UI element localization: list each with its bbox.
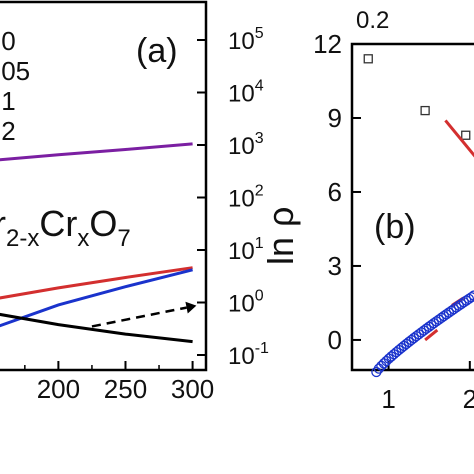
panel-a-label: (a) — [136, 32, 178, 70]
legend-entry: .2 — [0, 116, 16, 146]
compound-prefix: r — [0, 203, 6, 244]
compound-mid: Cr — [39, 203, 77, 244]
dashed-arrow-annotation — [91, 301, 197, 328]
panel-a-x-axis: 200 250 300 — [24, 361, 214, 404]
series-line-4 — [0, 312, 193, 344]
panel-b-top-tick: 0.2 — [356, 7, 389, 34]
y-tick-label: 0 — [328, 325, 342, 355]
x-tick-label: 250 — [104, 374, 147, 404]
series-line-1 — [0, 142, 193, 162]
x-tick-label: 1 — [381, 384, 395, 414]
series-line-2 — [0, 266, 193, 300]
panel-a-right-axis: 10-1 100 101 102 103 104 105 — [197, 25, 269, 370]
legend-entry: .05 — [0, 56, 30, 86]
series-line-3 — [0, 268, 193, 328]
red-fit-lower — [424, 328, 439, 342]
panel-b-y-axis: 0 3 6 9 12 — [313, 29, 361, 355]
panel-b-frame — [350, 42, 474, 372]
open-square-point — [420, 105, 430, 116]
arrow-shaft — [91, 306, 187, 328]
panel-a-series — [0, 142, 193, 344]
arrow-head — [185, 301, 197, 314]
legend-entry: .0 — [0, 26, 16, 56]
y-tick-label: 6 — [328, 177, 342, 207]
y-tick-label: 12 — [313, 29, 342, 59]
compound-mid2: O — [89, 203, 117, 244]
compound-label: r2-xCrxO7 — [0, 203, 131, 252]
x-tick-label: 2 — [463, 384, 474, 414]
compound-sub3: 7 — [117, 225, 130, 252]
y-tick-label: 9 — [328, 103, 342, 133]
right-tick-label: 101 — [228, 235, 264, 265]
y-tick-label: 3 — [328, 251, 342, 281]
right-tick-label: 103 — [228, 130, 264, 160]
right-tick-label: 100 — [228, 288, 264, 318]
blue-circle-point — [466, 292, 474, 303]
blue-circle-point — [371, 366, 382, 378]
compound-sub1: 2-x — [6, 225, 39, 252]
panel-b-marks — [363, 54, 474, 378]
x-tick-label: 200 — [37, 374, 80, 404]
red-fit-upper — [444, 119, 474, 158]
right-tick-label: 102 — [228, 183, 264, 213]
x-tick-label: 300 — [171, 374, 214, 404]
right-tick-label: 104 — [228, 78, 264, 108]
legend-entry: .1 — [0, 86, 16, 116]
panel-a-legend: .0.05.1.2 — [0, 26, 30, 146]
open-square-point — [363, 54, 373, 64]
open-square-point — [461, 130, 471, 140]
right-tick-label: 10-1 — [228, 340, 269, 370]
panel-b-label: (b) — [374, 208, 416, 246]
right-tick-label: 105 — [228, 25, 264, 55]
panel-b-y-label: ln ρ — [260, 207, 301, 266]
panel-a-frame — [0, 0, 208, 372]
compound-sub2: x — [77, 225, 89, 252]
